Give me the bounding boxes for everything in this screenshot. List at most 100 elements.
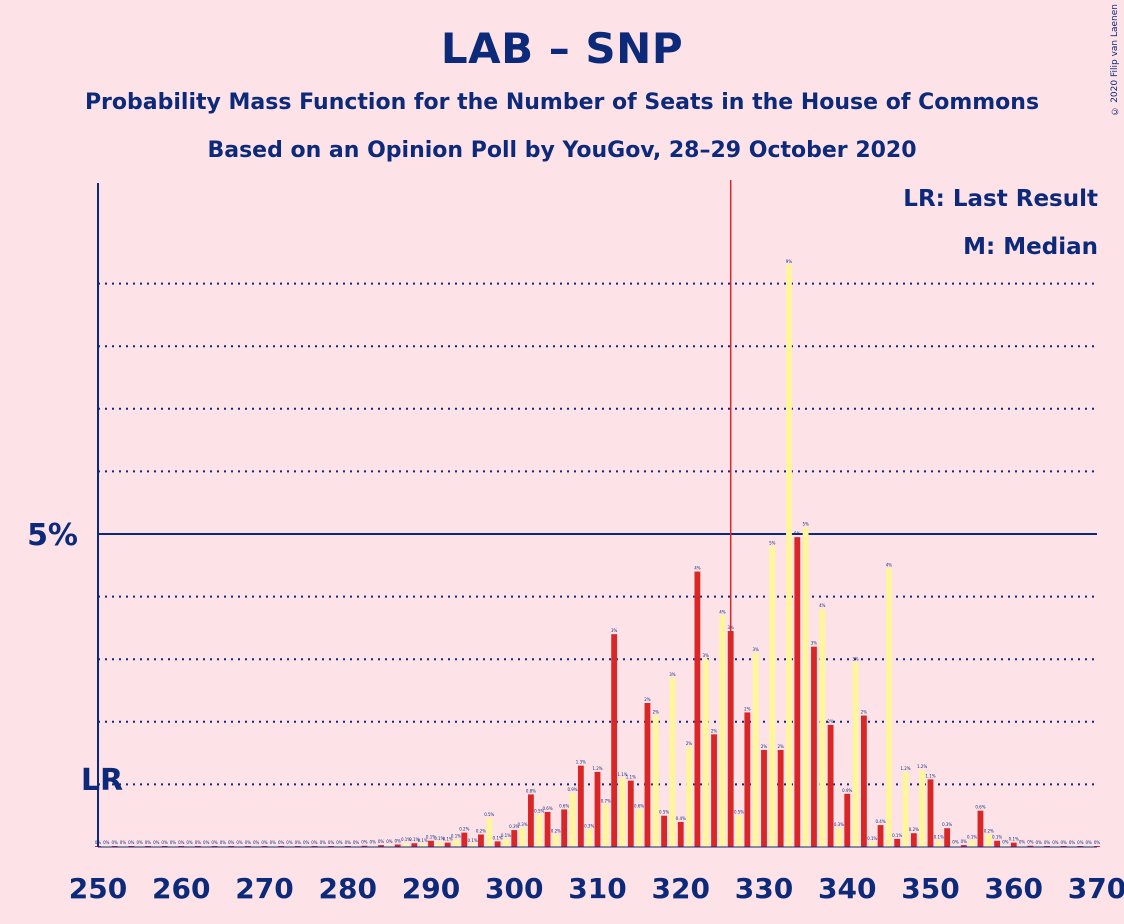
bar-value-label: 0%: [270, 840, 277, 845]
bar-value-label: 1.2%: [900, 766, 910, 771]
bar-value-label: 0.5%: [484, 812, 494, 817]
bar: [1027, 845, 1034, 847]
bar: [478, 834, 484, 847]
bar-value-label: 0%: [103, 840, 110, 845]
bar-value-label: 0%: [161, 840, 168, 845]
bar: [786, 264, 792, 847]
bar-value-label: 2%: [644, 697, 651, 702]
bar-value-label: 0%: [328, 840, 335, 845]
bar-value-label: 0%: [1044, 840, 1051, 845]
bar: [461, 832, 468, 847]
bar: [844, 793, 851, 847]
bar-value-label: 0%: [1085, 840, 1092, 845]
bar-value-label: 4%: [694, 566, 701, 571]
bar-value-label: 0%: [236, 840, 243, 845]
bar: [511, 830, 518, 847]
bar: [428, 840, 434, 847]
bar: [627, 780, 634, 847]
bar-value-label: 0.1%: [892, 833, 902, 838]
bar: [761, 749, 767, 847]
bar-value-label: 4%: [719, 609, 726, 614]
bar: [869, 841, 876, 847]
bar-value-label: 0.1%: [443, 837, 453, 842]
bar-value-label: 0%: [136, 840, 143, 845]
bar: [994, 840, 1001, 847]
bar: [919, 770, 926, 847]
bar-value-label: 0.6%: [559, 803, 569, 808]
bar-value-label: 3%: [811, 641, 818, 646]
bar: [877, 825, 884, 847]
bar: [419, 843, 426, 847]
bar-value-label: 0.9%: [567, 787, 577, 792]
bar-value-label: 0.1%: [1009, 837, 1019, 842]
bar-value-label: 0.3%: [834, 822, 844, 827]
bar-value-label: 5%: [802, 522, 809, 527]
bar: [436, 841, 443, 847]
bar-value-label: 0.6%: [975, 805, 985, 810]
x-tick-label: 250: [69, 872, 127, 905]
bar: [885, 568, 892, 847]
x-tick-label: 340: [818, 872, 876, 905]
bar-value-label: 0.7%: [601, 798, 611, 803]
bar-value-label: 0%: [145, 840, 152, 845]
bar: [619, 778, 626, 847]
bar-value-label: 0.2%: [459, 827, 469, 832]
bar-value-label: 2%: [827, 719, 834, 724]
bar-value-label: 0%: [286, 840, 293, 845]
bar: [719, 615, 726, 847]
bar-value-label: 2%: [744, 706, 751, 711]
bar: [836, 828, 842, 847]
bar-value-label: 0%: [1052, 840, 1059, 845]
bar: [486, 818, 493, 847]
bar-value-label: 0%: [386, 839, 393, 844]
bar-value-label: 0.1%: [409, 837, 419, 842]
bar-value-label: 0%: [111, 840, 118, 845]
bar-value-label: 1.3%: [576, 760, 586, 765]
bar: [403, 843, 409, 847]
bar-value-label: 0.1%: [468, 838, 478, 843]
bar-value-label: 0%: [1094, 840, 1101, 845]
bar-value-label: 4%: [819, 603, 826, 608]
bar-value-label: 0%: [295, 840, 302, 845]
bar-value-label: 0%: [1019, 840, 1026, 845]
bar-value-label: 0%: [195, 840, 202, 845]
bar: [378, 845, 384, 847]
bar: [794, 537, 801, 847]
bar-value-label: 1.1%: [626, 775, 636, 780]
bar: [536, 814, 543, 847]
bar: [819, 609, 826, 847]
bar: [494, 841, 501, 847]
bar: [444, 842, 451, 847]
bar: [644, 703, 651, 847]
bar: [552, 834, 559, 847]
bar-value-label: 0%: [220, 840, 227, 845]
bar-value-label: 0.1%: [992, 835, 1002, 840]
bar: [577, 765, 584, 847]
bar-value-label: 0.1%: [967, 835, 977, 840]
bar-value-label: 0.5%: [734, 810, 744, 815]
bar-value-label: 2%: [686, 741, 693, 746]
x-tick-label: 360: [985, 872, 1043, 905]
bar-value-label: 2%: [777, 744, 784, 749]
bar-value-label: 0.3%: [942, 822, 952, 827]
bar-value-label: 0.9%: [842, 788, 852, 793]
bar-value-label: 2%: [861, 710, 868, 715]
bar-value-label: 0.6%: [634, 803, 644, 808]
bar: [453, 839, 459, 847]
bar: [852, 662, 859, 847]
bar-value-label: 0%: [211, 840, 218, 845]
bar: [544, 811, 551, 847]
bar-value-label: 0.3%: [509, 824, 519, 829]
bar-value-label: 3%: [703, 653, 710, 658]
bar: [1010, 842, 1017, 847]
bar-value-label: 0%: [952, 840, 959, 845]
bar-value-label: 0%: [303, 840, 310, 845]
y-tick-label-5-percent: 5%: [27, 518, 78, 553]
bar-value-label: 0%: [203, 840, 210, 845]
bar-value-label: 0%: [1077, 840, 1084, 845]
bar: [677, 821, 684, 847]
axes: LR 250 260 270 280 290 300 310 320 330 340 350 360 37…: [69, 180, 1124, 905]
bar-value-label: 0%: [253, 840, 260, 845]
x-tick-label: 320: [652, 872, 710, 905]
